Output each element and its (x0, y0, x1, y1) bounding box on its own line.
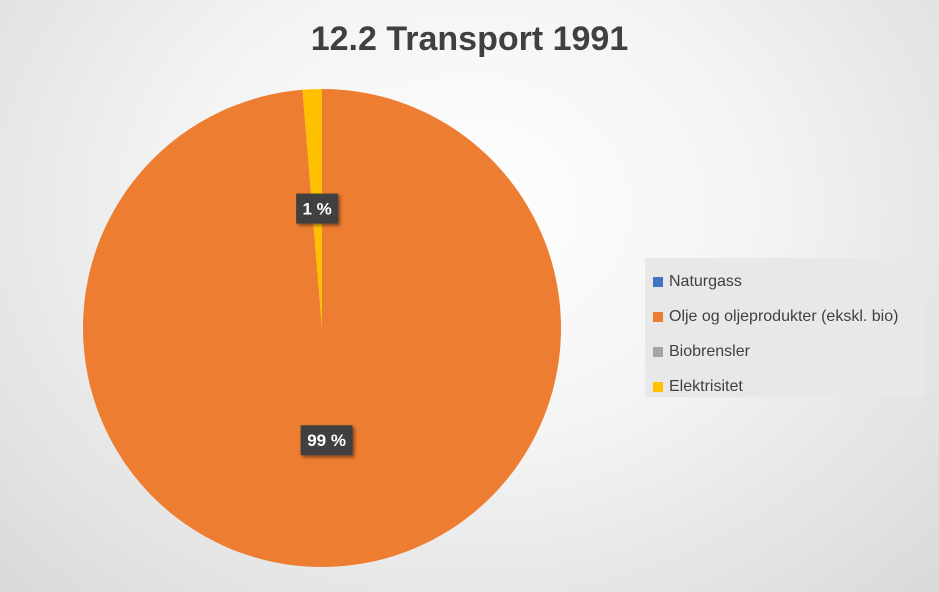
data-label-text: 1 % (302, 200, 331, 219)
legend-item-olje-og-oljeprodukter-ekskl-bio: Olje og oljeprodukter (ekskl. bio) (645, 299, 925, 334)
data-label-text: 99 % (307, 431, 346, 450)
legend-item-naturgass: Naturgass (645, 264, 925, 299)
chart-legend: Naturgass Olje og oljeprodukter (ekskl. b… (645, 258, 925, 397)
legend-label: Biobrensler (669, 342, 750, 360)
data-label-box (300, 425, 353, 456)
legend-label: Elektrisitet (669, 377, 743, 395)
legend-item-biobrensler: Biobrensler (645, 334, 925, 369)
legend-swatch (653, 276, 663, 287)
pie-slice-olje-og-oljeprodukter-ekskl-bio (83, 89, 562, 568)
pie-slices (83, 89, 562, 568)
legend-label: Olje og oljeprodukter (ekskl. bio) (669, 307, 899, 325)
data-label-olje-og-oljeprodukter-ekskl-bio: 99 % (300, 425, 353, 456)
legend-swatch (653, 346, 663, 357)
chart-title: 12.2 Transport 1991 (310, 20, 629, 58)
legend-label: Naturgass (669, 272, 742, 290)
pie-data-labels: 99 % 1 % (296, 193, 353, 456)
legend-item-elektrisitet: Elektrisitet (645, 369, 925, 404)
data-label-box (296, 193, 339, 224)
data-label-elektrisitet: 1 % (296, 193, 339, 224)
legend-swatch (653, 311, 663, 322)
legend-swatch (653, 381, 663, 392)
